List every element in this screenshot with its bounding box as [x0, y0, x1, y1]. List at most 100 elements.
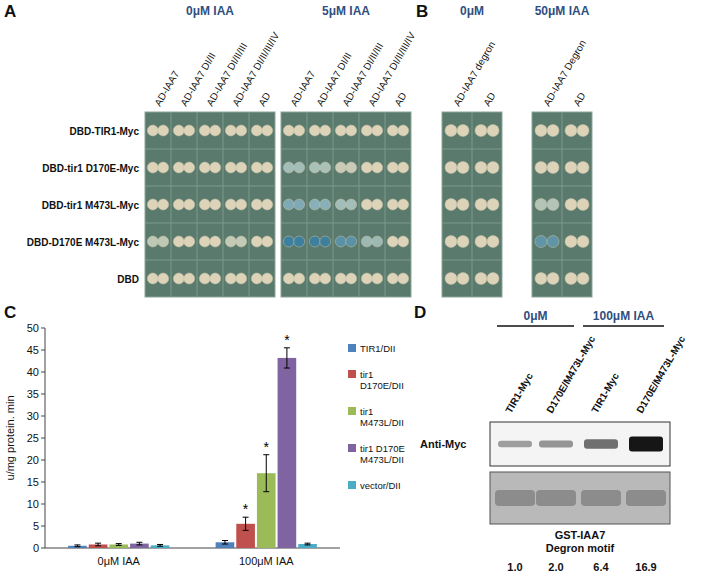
- colony: [184, 199, 195, 210]
- colony: [147, 236, 158, 247]
- legend-label: tir1D170E/DII: [360, 369, 404, 391]
- plate-divider: [532, 223, 592, 224]
- panel-label: A: [4, 2, 16, 21]
- y-tick: [41, 394, 45, 395]
- colony: [147, 125, 158, 136]
- plate-divider: [145, 260, 275, 261]
- colony: [577, 273, 589, 285]
- colony: [445, 199, 457, 211]
- colony: [173, 236, 184, 247]
- blot: [490, 472, 670, 524]
- condition-title: 0μM IAA: [186, 4, 234, 18]
- colony: [387, 125, 398, 136]
- colony: [309, 162, 320, 173]
- y-tick: [41, 328, 45, 329]
- error-cap: [95, 543, 101, 544]
- colony: [487, 125, 499, 137]
- colony: [398, 199, 409, 210]
- plate: [281, 112, 411, 297]
- error-bar: [74, 545, 80, 547]
- colony: [173, 125, 184, 136]
- significance: *: [243, 501, 249, 517]
- colony: [445, 236, 457, 248]
- plate-divider: [281, 186, 411, 187]
- bar: [278, 358, 297, 548]
- colony: [387, 273, 398, 284]
- colony: [535, 273, 547, 285]
- plate-divider: [532, 186, 592, 187]
- error-bar: [243, 517, 249, 530]
- legend-swatch: [348, 344, 356, 352]
- plate-divider: [333, 112, 334, 297]
- band: [629, 437, 663, 452]
- colony: [320, 162, 331, 173]
- error-cap: [157, 546, 163, 547]
- y-tick: [41, 438, 45, 439]
- legend-swatch: [348, 370, 356, 378]
- legend-line: vector/DII: [360, 480, 401, 491]
- colony: [335, 125, 346, 136]
- colony: [236, 236, 247, 247]
- column-label: AD: [571, 90, 587, 108]
- row-label: DBD-TIR1-Myc: [70, 126, 140, 137]
- colony: [251, 125, 262, 136]
- colony: [225, 162, 236, 173]
- error-bar: [222, 541, 228, 545]
- y-tick-label: 50: [27, 322, 39, 334]
- error-bar: [305, 543, 311, 545]
- colony: [309, 236, 320, 247]
- band-quantity: 2.0: [548, 561, 563, 573]
- colony: [320, 236, 331, 247]
- colony: [283, 199, 294, 210]
- plate-divider: [359, 112, 360, 297]
- colony: [199, 199, 210, 210]
- error-bar: [95, 543, 101, 546]
- colony: [372, 236, 383, 247]
- error-bar: [157, 544, 163, 546]
- colony: [361, 199, 372, 210]
- colony: [294, 125, 305, 136]
- plate-divider: [442, 223, 502, 224]
- y-tick-label: 10: [27, 498, 39, 510]
- colony: [251, 273, 262, 284]
- plate-divider: [145, 186, 275, 187]
- colony: [147, 199, 158, 210]
- error-bar: [136, 542, 142, 545]
- error-cap: [222, 540, 228, 541]
- blot-label-line: GST-IAA7: [555, 529, 606, 541]
- plate-divider: [307, 112, 308, 297]
- legend-label: tir1 D170EM473L/DII: [360, 443, 405, 465]
- plate: [532, 112, 592, 297]
- colony: [262, 236, 273, 247]
- colony: [346, 162, 357, 173]
- column-label: AD: [481, 90, 497, 108]
- plate-divider: [442, 186, 502, 187]
- colony: [445, 125, 457, 137]
- plate: [442, 112, 502, 297]
- plate: [145, 112, 275, 297]
- condition-title: 5μM IAA: [322, 4, 370, 18]
- colony: [398, 236, 409, 247]
- colony: [577, 162, 589, 174]
- colony: [210, 125, 221, 136]
- colony: [283, 125, 294, 136]
- legend-line: tir1 D170E: [360, 443, 405, 454]
- column-label: AD-IAA7: [288, 68, 317, 108]
- colony: [565, 273, 577, 285]
- y-tick: [41, 548, 45, 549]
- legend-swatch: [348, 407, 356, 415]
- legend-label: vector/DII: [360, 480, 401, 491]
- bar: [298, 544, 317, 548]
- colony: [309, 273, 320, 284]
- error-cap: [243, 530, 249, 531]
- panel-label: B: [416, 2, 428, 21]
- colony: [199, 162, 210, 173]
- plate-divider: [532, 260, 592, 261]
- error-cap: [74, 546, 80, 547]
- error-cap: [116, 543, 122, 544]
- colony: [236, 273, 247, 284]
- band: [584, 439, 618, 448]
- colony: [262, 125, 273, 136]
- y-tick-label: 15: [27, 476, 39, 488]
- row-label: DBD: [117, 274, 139, 285]
